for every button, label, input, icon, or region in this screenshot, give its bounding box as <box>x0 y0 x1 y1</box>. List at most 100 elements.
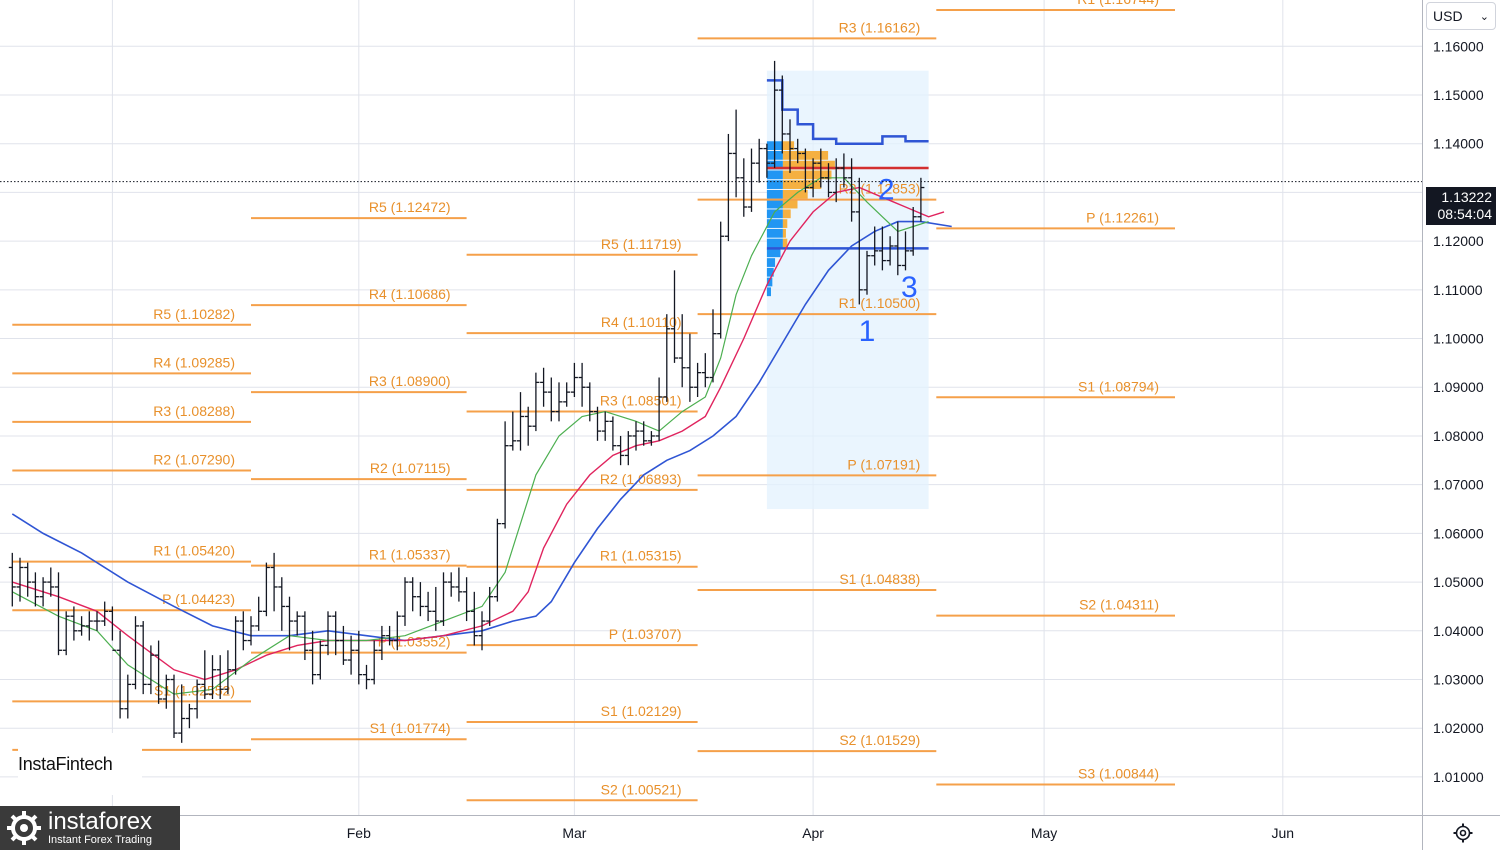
ohlc-bar <box>416 582 424 617</box>
volume-profile-bar <box>766 199 783 209</box>
ohlc-bar <box>609 416 617 451</box>
ema-mid-line <box>12 186 945 681</box>
ohlc-bar <box>370 640 378 685</box>
pivot-label-r5: R5 (1.10282) <box>153 306 235 322</box>
ohlc-bar <box>717 221 725 339</box>
ohlc-bar <box>339 625 347 665</box>
ohlc-bar <box>524 406 532 446</box>
ohlc-bar <box>93 611 101 631</box>
ohlc-bar <box>678 314 686 388</box>
y-tick-label: 1.04000 <box>1433 623 1484 639</box>
pivot-label-s2: S2 (1.04311) <box>1079 597 1159 613</box>
volume-profile-bar <box>766 258 776 267</box>
ohlc-bar <box>301 611 309 661</box>
pivot-label-r4: R4 (1.10686) <box>369 286 451 302</box>
logo-main-text: instaforex <box>48 808 153 835</box>
ohlc-bar <box>902 231 909 271</box>
y-tick-label: 1.01000 <box>1433 769 1484 785</box>
pivot-label-r1: R1 (1.05420) <box>153 543 235 559</box>
ohlc-bar <box>293 611 301 636</box>
volume-profile-bar-va <box>782 228 786 238</box>
ohlc-bar <box>771 60 779 169</box>
ohlc-bar <box>424 591 432 622</box>
currency-selector[interactable]: USD ⌄ <box>1426 2 1496 30</box>
ohlc-bar <box>101 601 109 626</box>
currency-value: USD <box>1433 8 1463 24</box>
ohlc-bar <box>547 377 555 422</box>
pivot-levels: R5 (1.10282) R4 (1.09285) R3 (1.08288) R2 (… <box>12 0 1175 802</box>
ohlc-bar <box>216 655 224 699</box>
volume-profile-bar <box>766 277 773 287</box>
ohlc-bar <box>463 577 471 622</box>
ohlc-bar <box>640 421 648 446</box>
pivot-label-r1: R1 (1.16744) <box>1077 0 1159 7</box>
volume-profile-bar <box>766 267 774 277</box>
y-tick-label: 1.16000 <box>1433 38 1484 54</box>
ohlc-bar <box>455 567 463 602</box>
volume-profile-bar-va <box>782 219 788 228</box>
pivot-label-p: P (1.03707) <box>609 626 682 642</box>
ohlc-bar <box>347 635 355 675</box>
ohlc-bar <box>694 362 702 397</box>
pivot-label-s2: S2 (1.00521) <box>601 781 682 797</box>
ohlc-bar <box>855 177 863 305</box>
y-tick-label: 1.03000 <box>1433 672 1484 688</box>
ohlc-bar <box>170 674 178 738</box>
ohlc-bar <box>655 377 663 441</box>
ohlc-bar <box>209 655 216 699</box>
volume-profile-bar-va <box>782 170 832 180</box>
volume-profile-bar <box>766 209 783 219</box>
ohlc-bar <box>624 431 632 466</box>
settings-gear-icon[interactable] <box>1452 822 1474 844</box>
y-tick-label: 1.11000 <box>1433 282 1483 298</box>
ohlc-bar <box>440 572 447 626</box>
ohlc-bar <box>740 158 748 217</box>
ohlc-bar <box>8 552 16 607</box>
ohlc-bar <box>286 596 293 651</box>
x-tick-label: May <box>1031 825 1057 841</box>
ohlc-bar <box>663 314 671 402</box>
ohlc-bar <box>809 158 817 198</box>
ohlc-bar <box>201 650 209 699</box>
pivot-label-r4: R4 (1.09285) <box>153 354 235 370</box>
ohlc-bar <box>601 411 609 441</box>
x-tick-label: Mar <box>562 825 586 841</box>
ohlc-bar <box>232 616 240 675</box>
ohlc-bar <box>309 630 317 685</box>
pivot-label-s1: S1 (1.02129) <box>601 703 682 719</box>
ohlc-bar <box>832 158 840 203</box>
ohlc-bar <box>224 650 232 695</box>
ohlc-bar <box>409 577 417 612</box>
ohlc-bar <box>185 703 193 729</box>
ohlc-bar <box>324 611 332 656</box>
ohlc-bar <box>724 133 732 242</box>
pivot-label-r3: R3 (1.08900) <box>369 373 451 389</box>
volume-profile-bar-va <box>782 141 795 151</box>
ohlc-bar <box>478 611 486 651</box>
pivot-label-p: P (1.07191) <box>847 456 920 472</box>
ohlc-bar <box>632 421 640 451</box>
volume-profile-bar <box>766 287 771 297</box>
ohlc-bar <box>748 148 755 212</box>
ohlc-bar <box>132 616 139 690</box>
ohlc-bar <box>555 382 563 422</box>
pivot-label-s1: S1 (1.04838) <box>839 571 920 587</box>
y-tick-label: 1.05000 <box>1433 574 1484 590</box>
ohlc-bar <box>24 562 32 597</box>
pivot-label-r1: R1 (1.05337) <box>369 547 451 563</box>
ohlc-bar <box>701 353 709 388</box>
pivot-label-r2: R2 (1.07115) <box>370 460 451 476</box>
ohlc-bar <box>617 435 625 466</box>
instafintech-watermark: InstaFintech <box>18 733 142 795</box>
instaforex-logo: instaforex Instant Forex Trading <box>0 806 180 850</box>
ohlc-bar <box>825 163 832 198</box>
y-tick-label: 1.10000 <box>1433 331 1484 347</box>
ohlc-bar <box>647 431 655 446</box>
pivot-label-r5: R5 (1.11719) <box>601 236 682 252</box>
pivot-label-r4: R4 (1.10110) <box>601 314 682 330</box>
ohlc-bar <box>31 572 39 607</box>
volume-profile-bar-va <box>782 180 822 189</box>
volume-profile-bar-va <box>782 238 788 248</box>
